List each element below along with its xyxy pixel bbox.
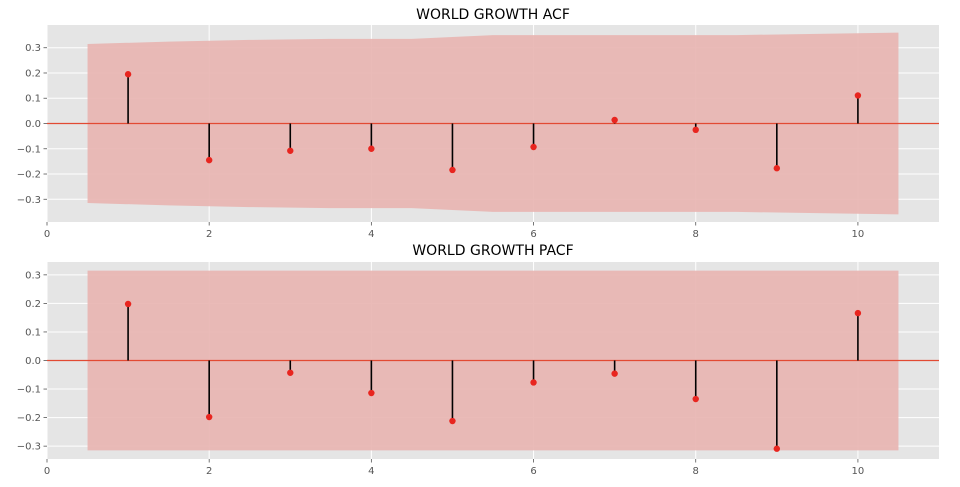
chart-1-xtick-label-3: 6	[530, 229, 536, 240]
chart-2-marker-lag-5	[449, 417, 456, 425]
chart-2-marker-lag-6	[530, 379, 537, 386]
chart-1-marker-lag-10	[854, 92, 862, 99]
chart-2-stems	[124, 300, 862, 452]
chart-2-marker-lag-10	[854, 309, 862, 317]
chart-1-stems	[124, 71, 862, 174]
chart-1-xtick-label-1: 2	[206, 229, 212, 240]
chart-1-xtick-label-5: 10	[852, 229, 865, 240]
chart-2-xtick-label-5: 10	[852, 466, 865, 477]
chart-1-xtick-label-0: 0	[44, 229, 50, 240]
chart-1-marker-lag-1	[124, 71, 132, 78]
chart-2: 0 2 4 6 8 10 −0.3 −0.2 −0.1 0.0 0.1 0.2 0.3 WORLD GRO…	[17, 243, 939, 477]
chart-1-marker-lag-8	[692, 126, 699, 134]
chart-1-ytick-label-6: 0.3	[25, 43, 41, 54]
chart-2-xtick-label-4: 8	[693, 466, 699, 477]
chart-1-ytick-label-4: 0.1	[25, 94, 41, 105]
chart-2-marker-lag-1	[124, 300, 132, 308]
chart-2-ytick-label-5: 0.2	[25, 299, 41, 310]
chart-1-marker-lag-7	[611, 116, 618, 124]
chart-2-xtick-label-0: 0	[44, 466, 50, 477]
chart-1-marker-lag-9	[773, 165, 781, 172]
chart-2-marker-lag-9	[773, 445, 781, 452]
chart-2-ytick-label-6: 0.3	[25, 270, 41, 281]
chart-1-ytick-label-5: 0.2	[25, 68, 41, 79]
chart-1-ytick-label-2: −0.1	[17, 144, 41, 155]
chart-2-ytick-label-1: −0.2	[17, 413, 41, 424]
chart-1-ticks: 0 2 4 6 8 10 −0.3 −0.2 −0.1 0.0 0.1 0.2 0.3	[17, 43, 865, 240]
chart-2-ytick-label-3: 0.0	[25, 356, 41, 367]
chart-1-ytick-label-3: 0.0	[25, 119, 41, 130]
chart-2-xtick-label-2: 4	[368, 466, 374, 477]
chart-1-xtick-label-2: 4	[368, 229, 374, 240]
chart-1-marker-lag-5	[449, 166, 456, 174]
chart-2-ytick-label-0: −0.3	[17, 442, 41, 453]
chart-1-ytick-label-1: −0.2	[17, 170, 41, 181]
chart-2-marker-lag-7	[611, 370, 618, 377]
chart-2-xtick-label-3: 6	[530, 466, 536, 477]
chart-2-ticks: 0 2 4 6 8 10 −0.3 −0.2 −0.1 0.0 0.1 0.2 0.3	[17, 270, 865, 477]
chart-1-title: WORLD GROWTH ACF	[416, 7, 570, 23]
chart-1-ytick-label-0: −0.3	[17, 195, 41, 206]
chart-2-marker-lag-8	[692, 395, 699, 403]
chart-1-xtick-label-4: 8	[693, 229, 699, 240]
chart-1: 0 2 4 6 8 10 −0.3 −0.2 −0.1 0.0 0.1 0.2 0.3 WORLD GRO…	[17, 7, 939, 240]
chart-2-ytick-label-2: −0.1	[17, 385, 41, 396]
chart-2-xtick-label-1: 2	[206, 466, 212, 477]
chart-2-title: WORLD GROWTH PACF	[412, 243, 573, 259]
chart-2-marker-lag-2	[205, 413, 213, 421]
chart-2-marker-lag-3	[287, 369, 294, 376]
chart-1-marker-lag-3	[287, 147, 294, 154]
chart-1-marker-lag-4	[368, 145, 375, 152]
chart-2-ytick-label-4: 0.1	[25, 327, 41, 338]
chart-2-marker-lag-4	[368, 389, 375, 397]
chart-1-marker-lag-6	[530, 143, 537, 151]
chart-1-marker-lag-2	[205, 156, 213, 164]
